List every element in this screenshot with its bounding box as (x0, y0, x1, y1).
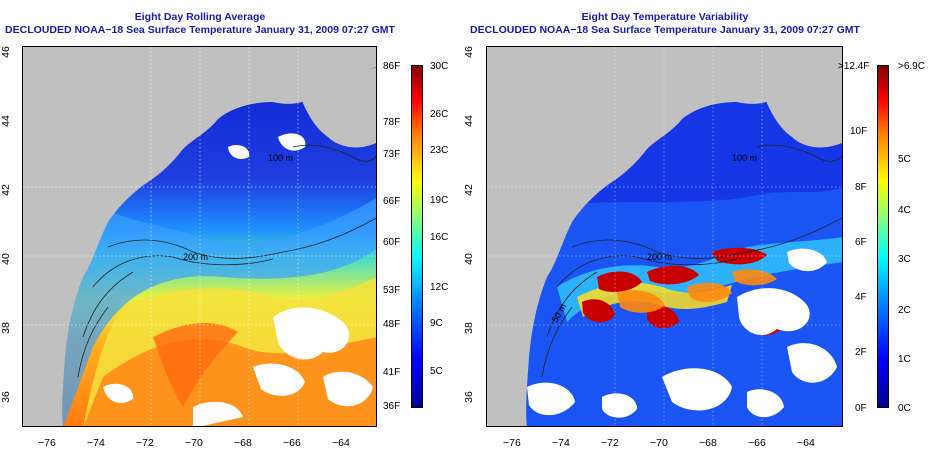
left-y-tick-42: 42 (0, 184, 12, 196)
left-y-tick-38: 38 (0, 322, 12, 334)
left-cbar-c-19: 19C (430, 195, 449, 206)
right-cbar-c-4: 4C (898, 205, 911, 216)
right-cbar-c-0: 0C (898, 403, 911, 414)
right-cbar-c-2: 2C (898, 305, 911, 316)
right-variability-map: 100 m 200 m 50 m (486, 46, 843, 427)
right-x-tick-72: −72 (601, 437, 619, 449)
right-cbar-c-3: 3C (898, 254, 911, 265)
left-cbar-f-41: 41F (383, 367, 401, 378)
right-cbar-c-6-9: >6.9C (898, 61, 925, 72)
left-cbar-c-12: 12C (430, 282, 449, 293)
right-cbar-c-5: 5C (898, 154, 911, 165)
left-sst-map: 100 m 200 m (22, 46, 377, 427)
right-cbar-f-10: 10F (850, 126, 868, 137)
left-cbar-c-9: 9C (430, 318, 443, 329)
left-cbar-c-26: 26C (430, 109, 449, 120)
left-cbar-f-53: 53F (383, 285, 401, 296)
right-cbar-f-8: 8F (855, 182, 867, 193)
left-x-tick-66: −66 (283, 437, 301, 449)
left-cbar-f-36: 36F (383, 401, 401, 412)
right-y-tick-36: 36 (462, 391, 475, 403)
left-cbar-c-30: 30C (430, 61, 449, 72)
left-isobath-label-100m: 100 m (268, 153, 294, 163)
left-y-tick-36: 36 (0, 391, 12, 403)
left-title-line2: DECLOUDED NOAA−18 Sea Surface Temperatur… (5, 24, 395, 36)
right-title-line1: Eight Day Temperature Variability (581, 11, 749, 23)
left-x-tick-76: −76 (38, 437, 56, 449)
left-x-tick-74: −74 (87, 437, 105, 449)
left-y-tick-40: 40 (0, 253, 12, 265)
right-title-line2: DECLOUDED NOAA−18 Sea Surface Temperatur… (470, 24, 860, 36)
left-y-tick-46: 46 (0, 46, 12, 58)
right-y-tick-46: 46 (462, 46, 475, 58)
left-cbar-c-5: 5C (430, 366, 443, 377)
right-x-tick-66: −66 (748, 437, 766, 449)
left-colorbar (411, 65, 423, 408)
left-cbar-f-48: 48F (383, 319, 401, 330)
left-y-tick-44: 44 (0, 115, 12, 127)
right-x-tick-64: −64 (797, 437, 815, 449)
right-colorbar (877, 65, 889, 408)
left-x-tick-64: −64 (332, 437, 350, 449)
left-cbar-f-66: 66F (383, 196, 401, 207)
left-cbar-f-73: 73F (383, 149, 401, 160)
left-cbar-f-86: 86F (383, 61, 401, 72)
right-x-tick-70: −70 (650, 437, 668, 449)
right-cbar-c-1: 1C (898, 354, 911, 365)
left-cbar-c-16: 16C (430, 232, 449, 243)
left-x-tick-72: −72 (136, 437, 154, 449)
right-cbar-f-12-4: >12.4F (838, 61, 870, 72)
left-cbar-f-78: 78F (383, 117, 401, 128)
right-isobath-label-200m: 200 m (647, 252, 673, 262)
left-cbar-f-60: 60F (383, 237, 401, 248)
left-isobath-label-200m: 200 m (183, 252, 209, 262)
right-x-tick-68: −68 (699, 437, 717, 449)
right-x-tick-76: −76 (503, 437, 521, 449)
left-title-line1: Eight Day Rolling Average (134, 11, 266, 23)
right-cbar-f-4: 4F (855, 292, 867, 303)
right-y-tick-40: 40 (462, 253, 475, 265)
right-cbar-f-2: 2F (855, 347, 867, 358)
right-y-tick-38: 38 (462, 322, 475, 334)
right-y-tick-42: 42 (462, 184, 475, 196)
left-x-tick-70: −70 (185, 437, 203, 449)
left-x-tick-68: −68 (234, 437, 252, 449)
right-y-tick-44: 44 (462, 115, 475, 127)
right-isobath-label-100m: 100 m (732, 153, 758, 163)
left-cbar-c-23: 23C (430, 145, 449, 156)
right-cbar-f-6: 6F (855, 237, 867, 248)
right-cbar-f-0: 0F (855, 403, 867, 414)
right-x-tick-74: −74 (552, 437, 570, 449)
